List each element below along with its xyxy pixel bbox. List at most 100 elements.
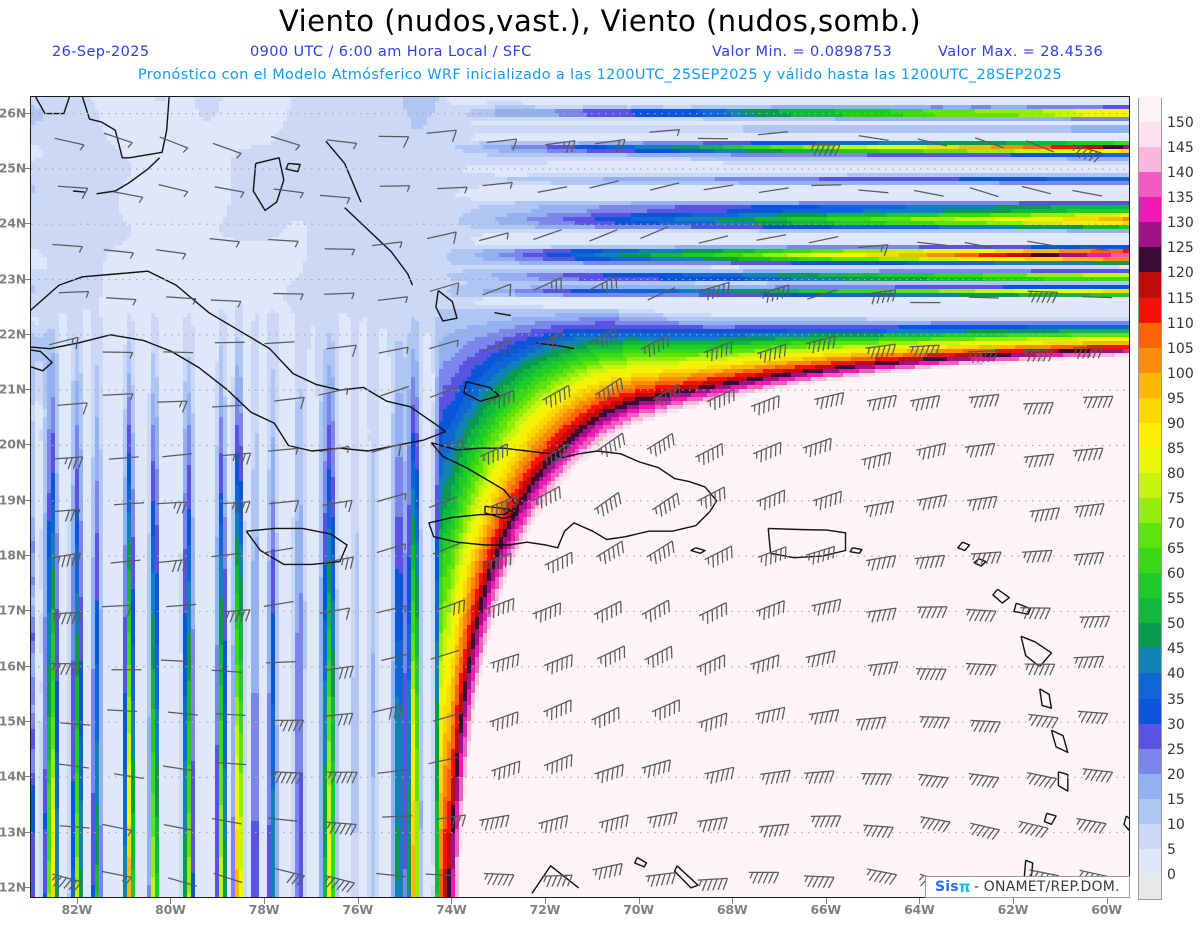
lat-tick-mark — [24, 168, 30, 169]
colorbar-band — [1139, 322, 1161, 348]
forecast-time: 0900 UTC / 6:00 am Hora Local / SFC — [250, 44, 532, 60]
lon-tick-mark — [358, 898, 359, 904]
lon-tick-mark — [264, 898, 265, 904]
lon-tick-label: 64W — [904, 902, 935, 917]
lat-tick-label: 16N — [0, 658, 26, 673]
colorbar-tick-label: 150 — [1167, 115, 1194, 131]
colorbar-tick-label: 30 — [1167, 717, 1185, 733]
colorbar-band — [1139, 798, 1161, 824]
lat-tick-label: 26N — [0, 105, 26, 120]
wind-speed-map[interactable] — [30, 96, 1130, 898]
colorbar-tick-label: 45 — [1167, 641, 1185, 657]
colorbar-tick-label: 25 — [1167, 742, 1185, 758]
colorbar-tick-label: 5 — [1167, 842, 1176, 858]
colorbar-band — [1139, 121, 1161, 147]
lat-tick-label: 18N — [0, 548, 26, 563]
wind-shading-layer — [31, 97, 1130, 898]
colorbar-band — [1139, 548, 1161, 574]
colorbar-band — [1139, 147, 1161, 173]
colorbar-band — [1139, 172, 1161, 198]
colorbar-band — [1139, 222, 1161, 248]
lat-tick-label: 20N — [0, 437, 26, 452]
lat-tick-label: 13N — [0, 824, 26, 839]
wind-barb — [811, 185, 841, 186]
colorbar-tick-label: 50 — [1167, 616, 1185, 632]
colorbar-tick-label: 95 — [1167, 391, 1185, 407]
lat-tick-label: 21N — [0, 382, 26, 397]
colorbar-tick-label: 115 — [1167, 291, 1194, 307]
logo-pi-icon: π — [959, 878, 971, 896]
lon-tick-label: 68W — [717, 902, 748, 917]
wind-barb — [163, 352, 193, 353]
colorbar-tick-label: 130 — [1167, 215, 1194, 231]
colorbar-band — [1139, 623, 1161, 649]
lon-tick-label: 66W — [810, 902, 841, 917]
lon-tick-label: 76W — [342, 902, 373, 917]
colorbar-band — [1139, 522, 1161, 548]
colorbar-band — [1139, 472, 1161, 498]
lat-tick-label: 14N — [0, 769, 26, 784]
colorbar-tick-label: 105 — [1167, 341, 1194, 357]
lon-tick-label: 70W — [623, 902, 654, 917]
colorbar-tick-label: 10 — [1167, 817, 1185, 833]
colorbar-band — [1139, 723, 1161, 749]
colorbar[interactable] — [1138, 98, 1162, 900]
lat-tick-label: 15N — [0, 714, 26, 729]
map-container[interactable]: 12N 13N 14N 15N 16N 17N 18N 19N 20N 21N 22N 23N 24N 2… — [30, 96, 1130, 898]
lat-tick-mark — [24, 279, 30, 280]
lon-tick-mark — [77, 898, 78, 904]
colorbar-band — [1139, 823, 1161, 849]
lat-tick-mark — [24, 113, 30, 114]
lat-tick-mark — [24, 610, 30, 611]
colorbar-band — [1139, 422, 1161, 448]
map-layers — [31, 97, 1130, 898]
lon-tick-mark — [826, 898, 827, 904]
colorbar-band — [1139, 673, 1161, 699]
logo-agency-text: - ONAMET/REP.DOM. — [974, 879, 1120, 895]
lat-tick-mark — [24, 666, 30, 667]
colorbar-band — [1139, 748, 1161, 774]
colorbar-tick-label: 110 — [1167, 316, 1194, 332]
onamet-logo: Sis π - ONAMET/REP.DOM. — [925, 876, 1130, 898]
colorbar-band — [1139, 447, 1161, 473]
colorbar-tick-label: 90 — [1167, 416, 1185, 432]
logo-sis-text: Sis — [935, 879, 959, 895]
colorbar-tick-label: 40 — [1167, 666, 1185, 682]
colorbar-band — [1139, 773, 1161, 799]
lat-tick-label: 17N — [0, 603, 26, 618]
colorbar-band — [1139, 197, 1161, 223]
lat-tick-mark — [24, 389, 30, 390]
forecast-date: 26-Sep-2025 — [52, 44, 150, 60]
model-notice: Pronóstico con el Modelo Atmósferico WRF… — [0, 67, 1200, 87]
lat-tick-label: 23N — [0, 271, 26, 286]
lat-tick-mark — [24, 223, 30, 224]
colorbar-tick-label: 65 — [1167, 541, 1185, 557]
lon-tick-mark — [919, 898, 920, 904]
colorbar-band — [1139, 297, 1161, 323]
colorbar-tick-label: 15 — [1167, 792, 1185, 808]
colorbar-band — [1139, 96, 1161, 122]
colorbar-tick-label: 75 — [1167, 491, 1185, 507]
colorbar-tick-label: 135 — [1167, 190, 1194, 206]
colorbar-tick-label: 70 — [1167, 516, 1185, 532]
page-title: Viento (nudos,vast.), Viento (nudos,somb… — [0, 2, 1200, 40]
colorbar-band — [1139, 698, 1161, 724]
colorbar-tick-label: 140 — [1167, 165, 1194, 181]
lat-tick-mark — [24, 444, 30, 445]
header: Viento (nudos,vast.), Viento (nudos,somb… — [0, 0, 1200, 40]
colorbar-tick-label: 35 — [1167, 692, 1185, 708]
colorbar-tick-label: 55 — [1167, 591, 1185, 607]
subtitle-row: 26-Sep-2025 0900 UTC / 6:00 am Hora Loca… — [0, 44, 1200, 64]
colorbar-band — [1139, 598, 1161, 624]
colorbar-band — [1139, 648, 1161, 674]
lon-tick-mark — [545, 898, 546, 904]
lon-tick-mark — [1013, 898, 1014, 904]
colorbar-tick-label: 125 — [1167, 240, 1194, 256]
colorbar-tick-label: 20 — [1167, 767, 1185, 783]
lat-tick-mark — [24, 500, 30, 501]
colorbar-band — [1139, 848, 1161, 874]
colorbar-tick-label: 85 — [1167, 441, 1185, 457]
lon-tick-mark — [732, 898, 733, 904]
lat-tick-mark — [24, 555, 30, 556]
colorbar-band — [1139, 873, 1161, 899]
